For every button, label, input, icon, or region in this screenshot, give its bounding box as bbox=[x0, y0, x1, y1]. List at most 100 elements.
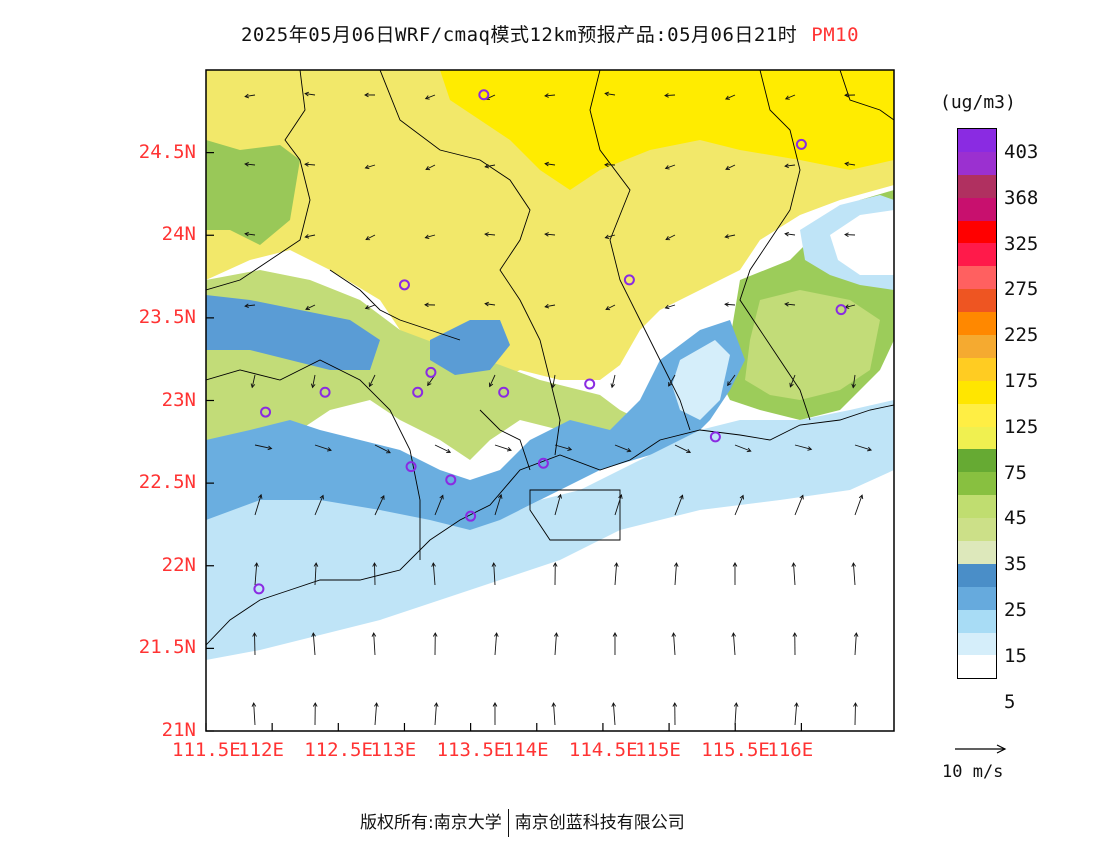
colorbar-cell bbox=[957, 289, 997, 313]
colorbar-cell bbox=[957, 563, 997, 587]
wind-arrow bbox=[671, 632, 677, 656]
wind-arrow bbox=[371, 632, 377, 656]
wind-arrow bbox=[544, 303, 556, 309]
station-marker bbox=[425, 366, 437, 378]
wind-arrow bbox=[784, 163, 796, 169]
wind-arrow bbox=[734, 494, 744, 516]
footer-divider bbox=[507, 809, 509, 837]
colorbar bbox=[957, 128, 997, 680]
wind-arrow bbox=[484, 232, 496, 237]
colorbar-cell bbox=[957, 174, 997, 198]
y-tick-label: 21.5N bbox=[138, 636, 196, 659]
field-yellow-north bbox=[206, 70, 894, 380]
wind-arrow bbox=[791, 562, 797, 586]
station-marker bbox=[623, 274, 635, 286]
colorbar-label: 35 bbox=[1004, 553, 1027, 576]
field-green-north bbox=[206, 140, 300, 245]
wind-arrow bbox=[612, 632, 618, 656]
wind-arrow bbox=[554, 444, 573, 451]
concentration-field bbox=[206, 70, 894, 731]
field-blue-pocket bbox=[430, 320, 510, 375]
wind-arrow bbox=[314, 494, 324, 516]
wind-arrow bbox=[544, 232, 556, 237]
wind-arrow bbox=[611, 702, 616, 726]
wind-arrow bbox=[364, 304, 376, 310]
station-marker bbox=[260, 406, 272, 418]
wind-arrow bbox=[494, 493, 503, 516]
wind-arrow bbox=[372, 562, 377, 586]
x-tick-label: 116E bbox=[767, 739, 814, 761]
wind-arrow bbox=[727, 374, 736, 387]
wind-arrow bbox=[844, 92, 856, 98]
copyright-footer: 版权所有:南京大学 南京创蓝科技有限公司 bbox=[360, 808, 685, 837]
wind-reference-arrow bbox=[955, 744, 1007, 754]
x-tick-label: 112.5E bbox=[304, 739, 373, 761]
wind-arrow bbox=[254, 444, 273, 451]
wind-arrow bbox=[784, 94, 796, 100]
x-tick-label: 113E bbox=[370, 739, 417, 761]
colorbar-label: 368 bbox=[1004, 186, 1039, 209]
x-tick-label: 111.5E bbox=[172, 739, 241, 761]
wind-arrow bbox=[553, 632, 559, 656]
x-tick-label: 112E bbox=[238, 739, 284, 761]
station-marker bbox=[709, 431, 721, 443]
wind-arrow bbox=[614, 444, 632, 453]
wind-arrow bbox=[491, 562, 497, 586]
wind-arrow bbox=[854, 494, 864, 516]
wind-arrow bbox=[494, 632, 499, 656]
colorbar-cell bbox=[957, 266, 997, 290]
wind-arrow bbox=[312, 702, 318, 726]
wind-arrow bbox=[365, 234, 376, 241]
y-tick-label: 23.5N bbox=[138, 305, 196, 328]
wind-arrow bbox=[424, 302, 436, 308]
wind-arrow bbox=[313, 562, 319, 586]
wind-arrow bbox=[844, 161, 856, 167]
colorbar-cell bbox=[957, 357, 997, 381]
colorbar-label: 15 bbox=[1004, 644, 1027, 667]
wind-arrow bbox=[244, 93, 256, 99]
wind-arrow bbox=[424, 94, 436, 100]
wind-arrow bbox=[374, 494, 385, 516]
wind-arrow bbox=[492, 702, 498, 726]
field-lightblue-coast bbox=[206, 400, 894, 660]
coastline-boundaries bbox=[206, 70, 894, 646]
colorbar-cell bbox=[957, 541, 997, 564]
wind-arrow bbox=[364, 164, 376, 170]
colorbar-cell bbox=[957, 197, 997, 221]
wind-arrow bbox=[664, 93, 676, 98]
colorbar-cell bbox=[957, 632, 997, 656]
station-marker bbox=[253, 583, 265, 595]
wind-arrow bbox=[304, 91, 316, 97]
station-marker bbox=[398, 279, 410, 291]
wind-arrow bbox=[854, 444, 873, 452]
wind-arrow bbox=[434, 494, 444, 516]
colorbar-cell bbox=[957, 449, 997, 473]
wind-arrow bbox=[724, 234, 736, 239]
wind-arrow bbox=[434, 444, 452, 454]
wind-arrow bbox=[432, 632, 438, 656]
wind-arrow bbox=[664, 164, 676, 170]
wind-arrow bbox=[554, 493, 562, 516]
wind-arrow bbox=[674, 444, 692, 454]
colorbar-cell bbox=[957, 518, 997, 542]
field-blue-west bbox=[206, 295, 380, 370]
wind-arrow bbox=[794, 444, 813, 451]
x-tick-label: 114.5E bbox=[568, 739, 638, 761]
station-marker bbox=[498, 386, 510, 398]
y-tick-label: 24.5N bbox=[138, 140, 196, 163]
wind-arrow bbox=[252, 632, 257, 656]
colorbar-label: 275 bbox=[1004, 278, 1039, 301]
footer-left: 版权所有:南京大学 bbox=[360, 813, 502, 833]
wind-arrow bbox=[484, 163, 496, 169]
field-lightgreen-east bbox=[745, 290, 880, 400]
wind-arrow bbox=[311, 632, 316, 656]
wind-arrow bbox=[364, 92, 376, 98]
wind-arrow bbox=[672, 702, 678, 726]
y-tick-label: 22.5N bbox=[138, 471, 196, 494]
wind-arrow bbox=[792, 632, 798, 656]
wind-arrow bbox=[794, 494, 804, 516]
wind-arrow bbox=[851, 562, 856, 586]
field-bright-yellow bbox=[440, 70, 894, 190]
wind-arrow bbox=[425, 164, 436, 171]
wind-arrow bbox=[789, 374, 796, 388]
